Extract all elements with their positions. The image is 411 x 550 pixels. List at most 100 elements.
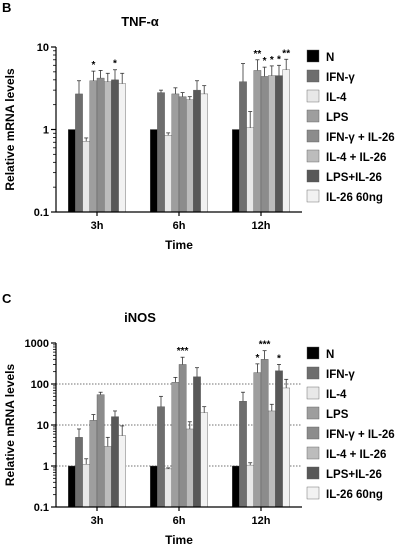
bar-il-4-il-26-12h	[268, 75, 276, 213]
legend-label-il-4-il-26: IL-4 + IL-26	[326, 449, 386, 461]
bar-n-6h	[149, 129, 158, 213]
x-tick-label: 12h	[252, 515, 271, 527]
bar-lps-6h	[171, 382, 180, 508]
bar-il-4-12h	[246, 464, 255, 508]
y-axis-label: Relative mRNA levels	[3, 364, 17, 487]
bar-ifn-3h	[75, 93, 83, 213]
bar-ifn-il-26-6h	[178, 364, 187, 508]
bar-il-26-60ng-6h	[200, 412, 209, 508]
legend-label-il-4-il-26: IL-4 + IL-26	[326, 152, 386, 164]
bar-il-4-il-26-6h	[185, 428, 194, 508]
bar-n-12h	[231, 465, 240, 508]
bar-ifn-il-26-12h	[260, 359, 269, 508]
legend-label-ifn: IFN-γ	[326, 369, 355, 381]
bar-n-3h	[67, 129, 76, 213]
bar-il-26-60ng-3h	[118, 83, 126, 213]
y-tick-label: 0.1	[34, 207, 49, 219]
legend-swatch-lps	[306, 406, 320, 420]
legend-swatch-ifn-il-26	[306, 129, 320, 143]
legend-swatch-lps-il-26	[306, 169, 320, 183]
legend-swatch-lps	[306, 109, 320, 123]
y-tick-label: 10	[37, 42, 49, 54]
bar-lps-il-26-3h	[111, 79, 119, 213]
significance-marker: *	[113, 59, 117, 70]
legend-label-ifn: IFN-γ	[326, 72, 355, 84]
bar-il-4-3h	[82, 141, 90, 213]
chart-title-inos: iNOS	[124, 310, 156, 325]
legend-swatch-il-4	[306, 386, 320, 400]
legend-label-il-4: IL-4	[326, 92, 347, 104]
x-tick-label: 12h	[252, 220, 271, 232]
legend-swatch-n	[306, 49, 320, 63]
significance-marker: *	[270, 55, 274, 66]
y-tick-label: 0.1	[34, 502, 49, 514]
bar-n-12h	[231, 129, 240, 213]
legend-label-n: N	[326, 349, 334, 361]
bar-ifn-6h	[157, 406, 165, 508]
legend-label-lps: LPS	[326, 409, 349, 421]
chart-title-tnf: TNF-α	[121, 14, 159, 29]
legend-swatch-ifn	[306, 366, 320, 380]
bar-il-4-il-26-3h	[103, 446, 112, 508]
legend-label-il-26-60ng: IL-26 60ng	[326, 489, 383, 501]
significance-marker: *	[277, 54, 281, 65]
x-tick-label: 6h	[173, 220, 186, 232]
legend-swatch-il-4-il-26	[306, 149, 320, 163]
bar-lps-3h	[89, 80, 98, 213]
bar-ifn-il-26-3h	[96, 394, 105, 508]
significance-marker: **	[254, 49, 262, 60]
bar-ifn-3h	[75, 437, 83, 508]
legend-label-il-4: IL-4	[326, 389, 347, 401]
x-axis-label: Time	[165, 533, 193, 547]
significance-marker: **	[282, 48, 290, 59]
bar-il-4-il-26-6h	[185, 99, 194, 213]
bar-lps-il-26-6h	[193, 376, 201, 508]
legend-swatch-il-26-60ng	[306, 486, 320, 500]
y-tick-label: 1	[43, 461, 49, 473]
significance-marker: *	[263, 56, 267, 67]
y-axis-label: Relative mRNA levels	[3, 68, 17, 191]
significance-marker: ***	[259, 340, 271, 351]
legend-label-n: N	[326, 52, 334, 64]
bar-il-26-60ng-12h	[282, 387, 291, 508]
bar-lps-il-26-6h	[193, 89, 201, 213]
bar-ifn-il-26-3h	[96, 77, 105, 213]
legend-label-lps-il-26: LPS+IL-26	[326, 172, 382, 184]
legend-swatch-ifn-il-26	[306, 426, 320, 440]
x-tick-label: 3h	[91, 220, 104, 232]
bar-il-4-il-26-12h	[268, 410, 276, 508]
bar-lps-12h	[253, 70, 262, 213]
legend-swatch-il-4-il-26	[306, 446, 320, 460]
bar-il-26-60ng-6h	[200, 93, 209, 213]
y-tick-label: 100	[31, 379, 49, 391]
legend-tnf: N IFN-γ IL-4 LPS IFN-γ + IL-26 IL-4 + IL-26 LP…	[306, 49, 395, 204]
legend-label-il-26-60ng: IL-26 60ng	[326, 192, 383, 204]
bar-il-4-6h	[164, 468, 173, 508]
bar-il-4-3h	[82, 464, 90, 508]
y-tick-label: 1	[43, 125, 49, 137]
legend-swatch-n	[306, 346, 320, 360]
bar-n-3h	[67, 465, 76, 508]
legend-label-lps: LPS	[326, 112, 349, 124]
panel-letter-b: B	[2, 0, 11, 15]
bar-lps-3h	[89, 420, 98, 508]
y-tick-label: 10	[37, 420, 49, 432]
bar-il-4-il-26-3h	[103, 81, 112, 213]
bar-ifn-6h	[157, 92, 165, 213]
significance-marker: *	[277, 353, 281, 364]
x-axis-label: Time	[165, 238, 193, 252]
significance-marker: ***	[177, 346, 189, 357]
bar-il-4-12h	[246, 127, 255, 213]
legend-label-lps-il-26: LPS+IL-26	[326, 469, 382, 481]
bar-lps-6h	[171, 93, 180, 213]
bar-ifn-12h	[239, 81, 247, 213]
bar-il-26-60ng-12h	[282, 69, 291, 213]
bar-ifn-il-26-12h	[260, 76, 269, 213]
bar-lps-il-26-12h	[275, 75, 283, 213]
legend-swatch-ifn	[306, 69, 320, 83]
